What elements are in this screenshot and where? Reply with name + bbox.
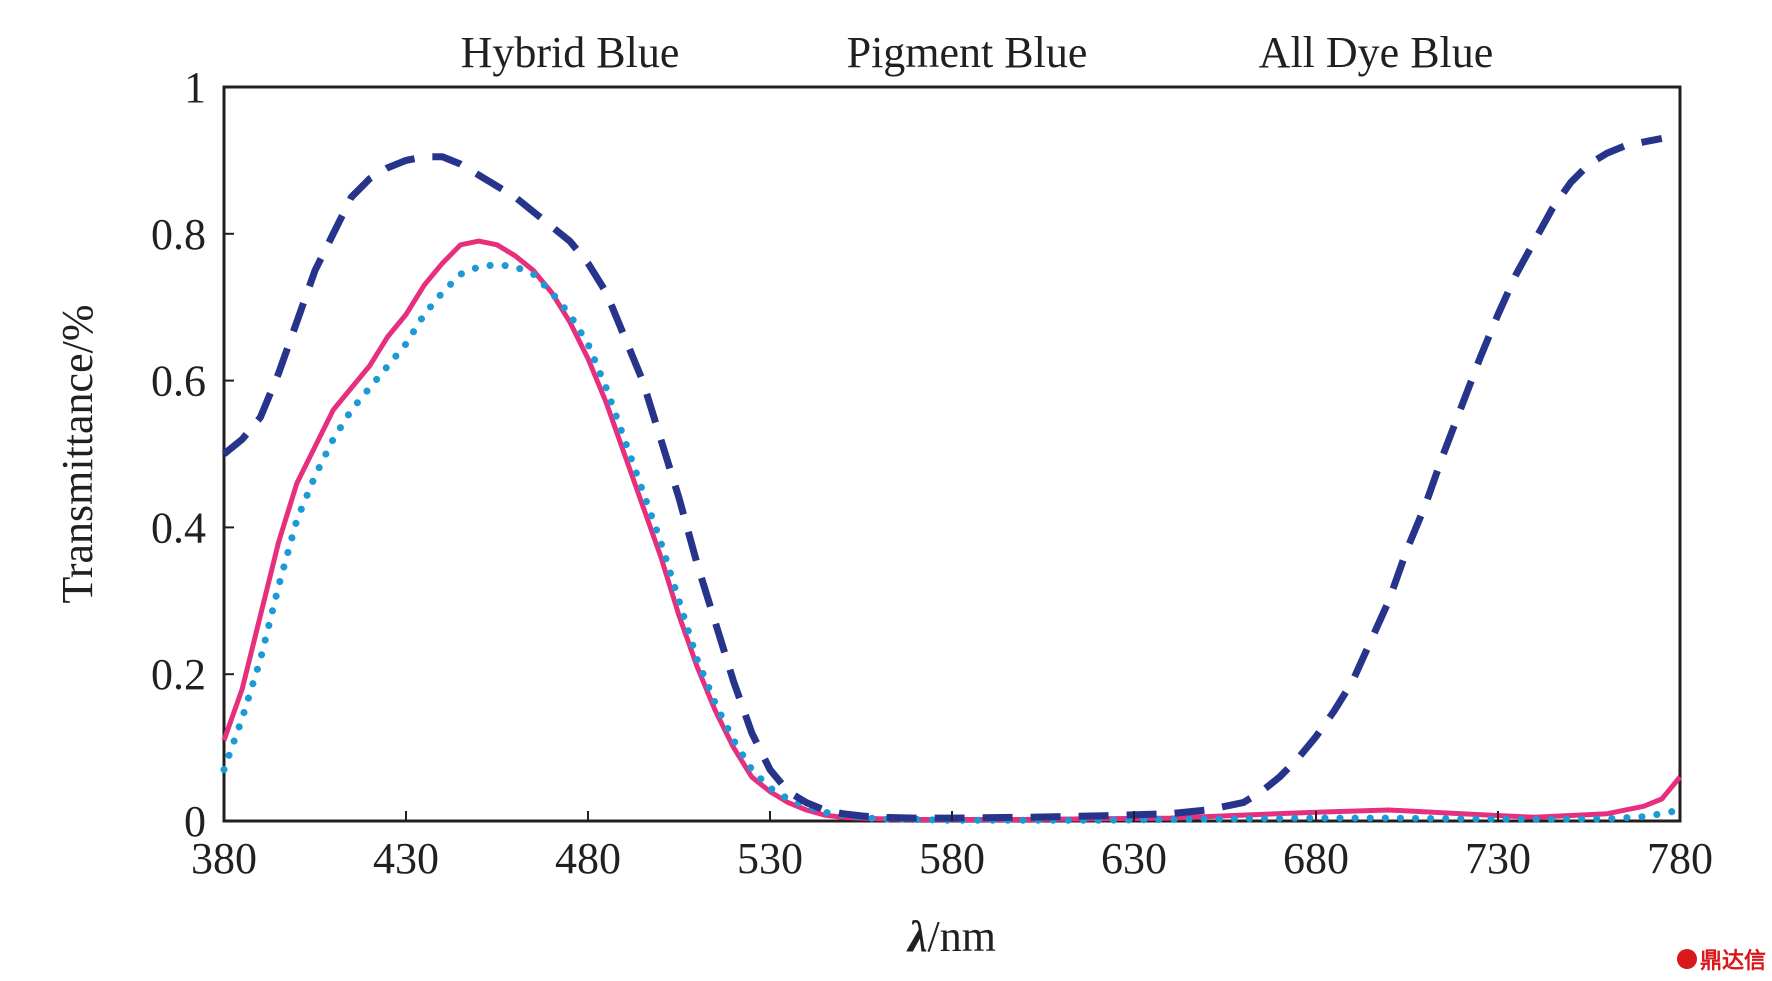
x-axis-variable: λ xyxy=(906,912,928,961)
x-tick-label: 630 xyxy=(1101,834,1167,883)
x-tick-label: 380 xyxy=(191,834,257,883)
legend-label: All Dye Blue xyxy=(1259,28,1494,77)
legend: Hybrid Blue Pigment Blue All Dye Blue xyxy=(461,28,1494,77)
x-tick-label: 430 xyxy=(373,834,439,883)
x-tick-label: 730 xyxy=(1465,834,1531,883)
y-tick-label: 0.4 xyxy=(151,503,206,552)
watermark-text: 鼎达信 xyxy=(1699,949,1766,974)
series-line-hybrid-blue xyxy=(221,238,1682,822)
x-tick-label: 480 xyxy=(555,834,621,883)
x-tick-label: 580 xyxy=(919,834,985,883)
x-tick-label: 780 xyxy=(1647,834,1713,883)
x-axis-title: λ/nm xyxy=(906,912,996,961)
y-tick-label: 0 xyxy=(184,797,206,846)
x-axis-unit: /nm xyxy=(928,912,996,961)
y-tick-label: 1 xyxy=(184,63,206,112)
y-axis: 0 0.2 0.4 0.6 0.8 1 xyxy=(151,63,234,846)
legend-label: Pigment Blue xyxy=(847,28,1088,77)
plot-area-frame xyxy=(222,85,1682,823)
y-tick-label: 0.2 xyxy=(151,650,206,699)
x-axis: 380 430 480 530 580 630 680 730 780 xyxy=(191,811,1713,883)
series-line-pigment-blue xyxy=(220,261,1684,824)
legend-label: Hybrid Blue xyxy=(461,28,680,77)
series-layer xyxy=(220,134,1684,824)
series-line-all-dye-blue xyxy=(221,134,1663,822)
y-tick-label: 0.6 xyxy=(151,357,206,406)
x-tick-label: 530 xyxy=(737,834,803,883)
watermark-seal-icon xyxy=(1676,949,1697,969)
x-tick-label: 680 xyxy=(1283,834,1349,883)
y-axis-title: Transmittance/% xyxy=(53,305,102,604)
y-tick-label: 0.8 xyxy=(151,210,206,259)
watermark: 鼎达信 xyxy=(1676,943,1766,975)
